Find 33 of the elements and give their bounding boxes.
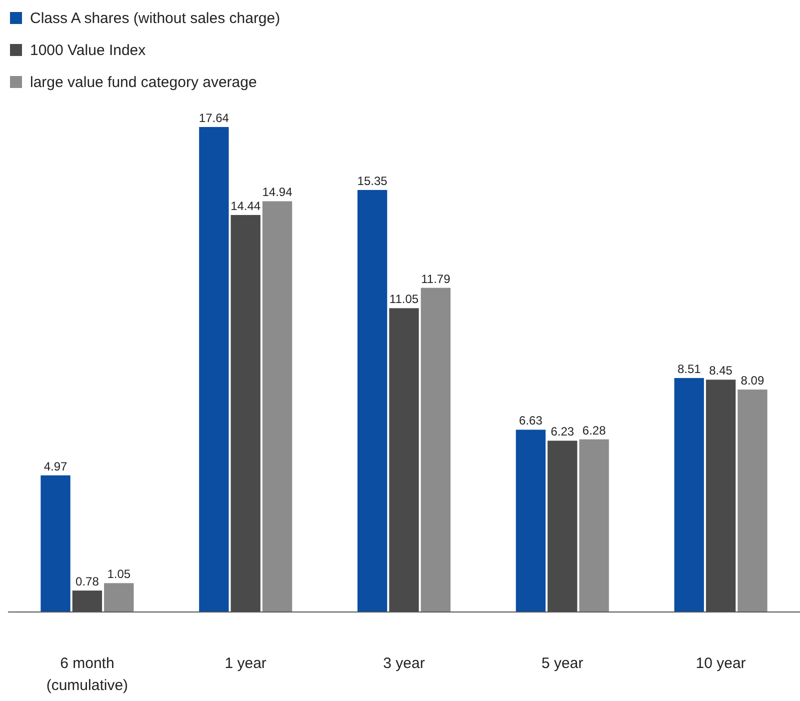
data-label: 4.97 <box>44 459 68 474</box>
data-label: 8.09 <box>740 374 764 388</box>
data-label: 14.44 <box>230 198 261 213</box>
x-tick-label: 5 year <box>542 655 584 672</box>
bar <box>420 288 451 612</box>
data-label: 14.94 <box>262 185 293 200</box>
data-label: 11.79 <box>421 272 451 286</box>
x-tick-label: 1 year <box>224 655 266 672</box>
x-tick-label: 10 year <box>696 655 746 672</box>
data-label: 6.63 <box>519 414 543 428</box>
data-label: 11.05 <box>389 292 419 306</box>
bar <box>516 430 546 612</box>
data-label: 8.51 <box>677 362 702 376</box>
data-label: 6.28 <box>582 423 606 438</box>
bar <box>674 378 704 612</box>
legend-label: large value fund category average <box>30 74 257 91</box>
data-label: 17.64 <box>198 111 230 125</box>
bar <box>262 201 292 612</box>
legend-label: Class A shares (without sales charge) <box>30 10 280 27</box>
data-label: 15.35 <box>357 174 388 188</box>
bar <box>357 190 388 612</box>
bar <box>738 390 768 612</box>
bar <box>40 475 70 612</box>
data-label: 0.78 <box>76 574 100 589</box>
bar <box>104 583 134 612</box>
legend-label: 1000 Value Index <box>30 42 146 59</box>
data-label: 8.45 <box>709 364 733 378</box>
data-label: 6.23 <box>550 424 574 439</box>
x-tick-label: 3 year <box>383 655 425 672</box>
x-tick-label: 6 month (cumulative) <box>46 655 128 694</box>
bar <box>199 127 229 612</box>
data-label: 1.05 <box>107 567 131 582</box>
bar <box>579 439 609 612</box>
